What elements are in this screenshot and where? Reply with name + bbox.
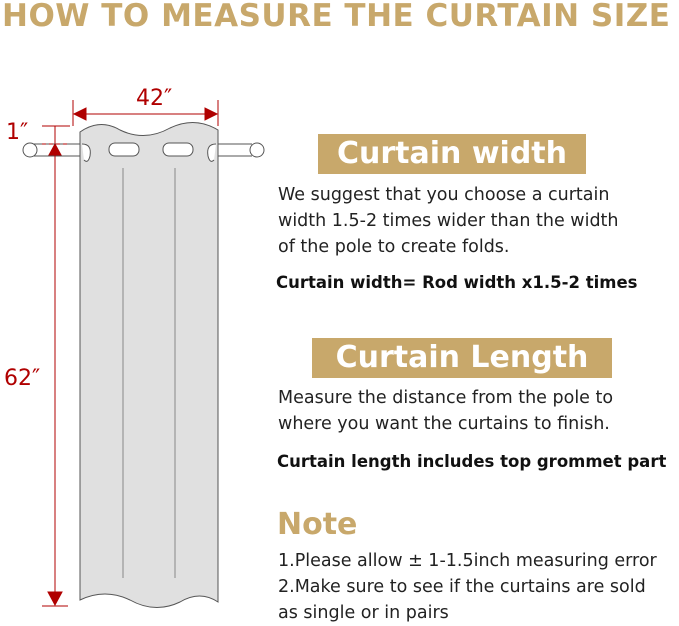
text-line: 2.Make sure to see if the curtains are s… — [278, 577, 646, 597]
text-line: We suggest that you choose a curtain — [278, 185, 610, 205]
curtain-length-text: Measure the distance from the pole to wh… — [278, 385, 613, 437]
text-line: width 1.5-2 times wider than the width — [278, 211, 619, 231]
note-text: 1.Please allow ± 1-1.5inch measuring err… — [278, 548, 657, 626]
curtain-width-text: We suggest that you choose a curtain wid… — [278, 182, 619, 260]
curtain-length-formula: Curtain length includes top grommet part — [277, 452, 667, 471]
text-line: of the pole to create folds. — [278, 237, 510, 257]
curtain-length-heading: Curtain Length — [312, 338, 612, 378]
text-line: 1.Please allow ± 1-1.5inch measuring err… — [278, 551, 657, 571]
curtain-width-formula: Curtain width= Rod width x1.5-2 times — [276, 273, 638, 292]
length-dimension-label: 62″ — [4, 366, 41, 391]
curtain-diagram — [22, 100, 265, 608]
curtain-panel — [79, 122, 219, 608]
note-heading: Note — [277, 507, 358, 542]
header-dimension-label: 1″ — [6, 120, 29, 145]
text-line: Measure the distance from the pole to — [278, 388, 614, 408]
curtain-width-heading: Curtain width — [318, 134, 586, 174]
page-title: HOW TO MEASURE THE CURTAIN SIZE — [2, 0, 671, 34]
width-dimension-label: 42″ — [136, 86, 173, 111]
text-line: as single or in pairs — [278, 603, 449, 623]
text-line: where you want the curtains to finish. — [278, 414, 610, 434]
dimension-lines — [42, 100, 219, 607]
curtain-rod — [22, 142, 265, 162]
